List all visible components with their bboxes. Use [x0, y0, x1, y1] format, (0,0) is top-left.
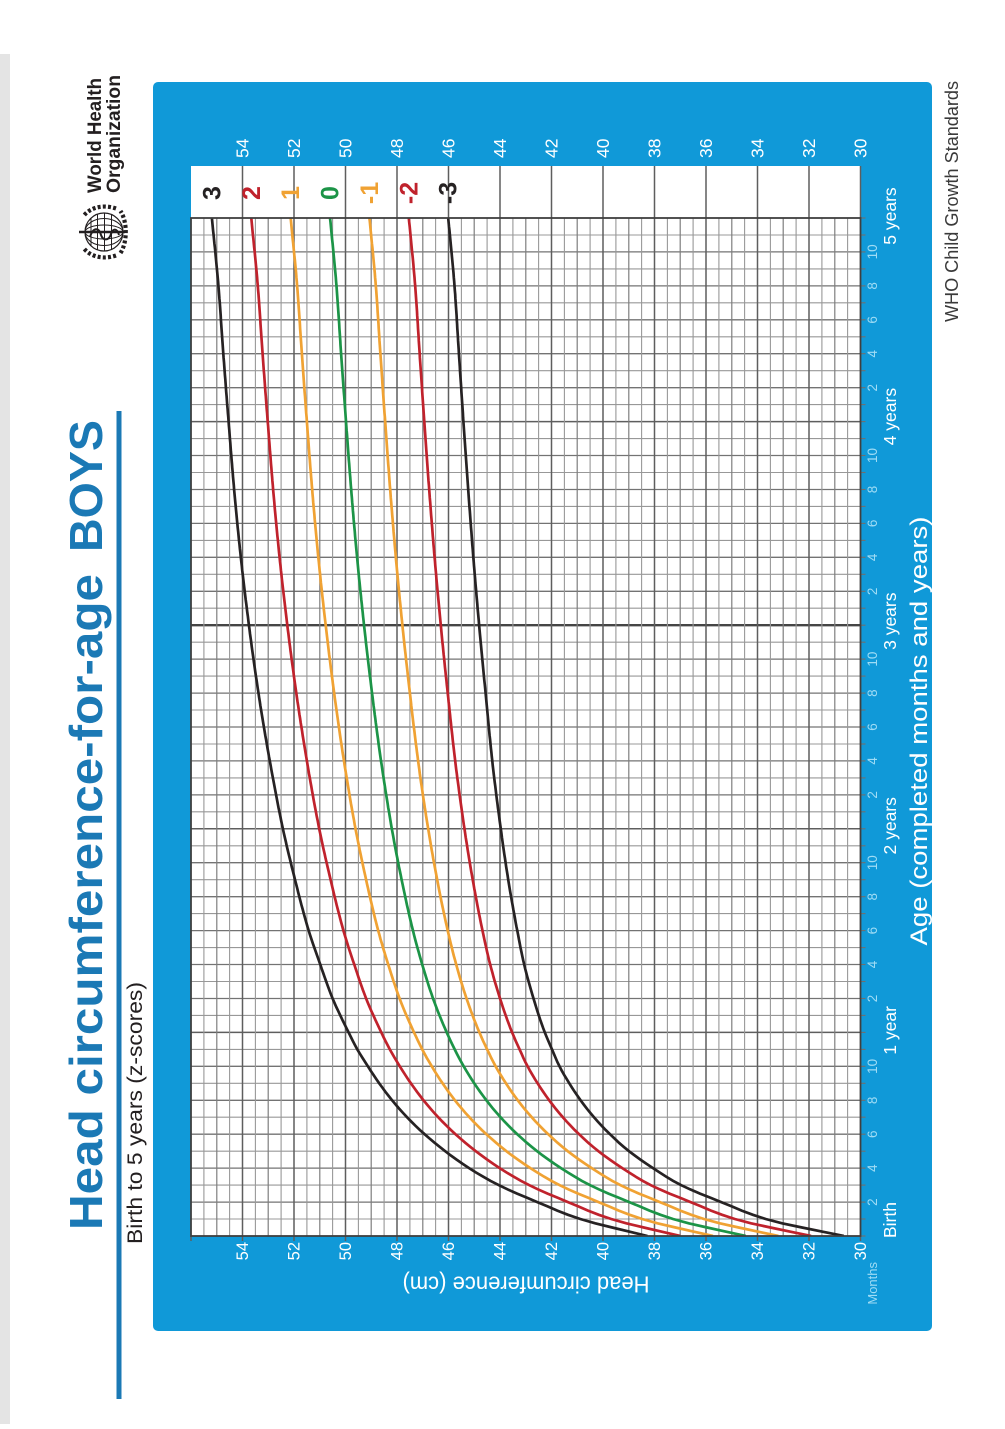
svg-text:44: 44	[490, 138, 510, 158]
svg-text:0: 0	[317, 186, 345, 200]
svg-text:10: 10	[865, 1059, 880, 1074]
svg-text:50: 50	[337, 1242, 355, 1260]
svg-text:8: 8	[865, 689, 880, 697]
svg-text:38: 38	[646, 1242, 664, 1260]
svg-text:1: 1	[277, 186, 305, 200]
svg-text:3: 3	[198, 186, 226, 200]
svg-text:-1: -1	[356, 182, 384, 204]
svg-text:52: 52	[286, 1242, 304, 1260]
svg-text:BOYS: BOYS	[60, 420, 112, 552]
svg-text:10: 10	[865, 855, 880, 870]
svg-text:34: 34	[748, 138, 768, 158]
svg-text:6: 6	[865, 723, 880, 731]
svg-text:10: 10	[865, 244, 880, 259]
svg-text:48: 48	[387, 139, 407, 158]
svg-text:52: 52	[284, 139, 304, 158]
svg-text:30: 30	[851, 138, 871, 158]
svg-text:Birth to 5 years (z-scores): Birth to 5 years (z-scores)	[124, 982, 147, 1244]
svg-text:34: 34	[749, 1242, 767, 1260]
svg-text:2: 2	[865, 995, 880, 1003]
svg-text:Head circumference-for-age: Head circumference-for-age	[60, 574, 112, 1230]
svg-text:10: 10	[865, 448, 880, 463]
svg-text:2: 2	[238, 186, 266, 200]
svg-text:38: 38	[645, 139, 665, 158]
svg-text:8: 8	[865, 282, 880, 290]
svg-text:32: 32	[799, 139, 819, 158]
svg-text:5 years: 5 years	[880, 187, 900, 245]
svg-text:8: 8	[865, 893, 880, 901]
svg-text:Head circumference (cm): Head circumference (cm)	[403, 1272, 650, 1298]
svg-text:Months: Months	[865, 1262, 880, 1305]
svg-text:4: 4	[865, 1164, 880, 1172]
svg-text:30: 30	[852, 1242, 870, 1260]
svg-text:4: 4	[865, 553, 880, 561]
svg-text:8: 8	[865, 486, 880, 494]
svg-text:2: 2	[865, 791, 880, 799]
svg-text:32: 32	[801, 1242, 819, 1260]
svg-text:44: 44	[492, 1242, 510, 1260]
svg-text:-2: -2	[395, 182, 423, 204]
svg-text:2 years: 2 years	[880, 797, 900, 855]
svg-text:WHO Child Growth Standards: WHO Child Growth Standards	[942, 81, 962, 322]
svg-text:10: 10	[865, 652, 880, 667]
svg-text:50: 50	[336, 138, 356, 158]
svg-text:1 year: 1 year	[880, 1006, 900, 1055]
svg-text:3 years: 3 years	[880, 592, 900, 650]
svg-text:Birth: Birth	[880, 1202, 900, 1238]
svg-text:4 years: 4 years	[880, 388, 900, 446]
svg-text:36: 36	[696, 139, 716, 158]
svg-text:4: 4	[865, 960, 880, 968]
svg-text:2: 2	[865, 1198, 880, 1206]
svg-text:2: 2	[865, 588, 880, 596]
svg-text:6: 6	[865, 520, 880, 528]
svg-text:48: 48	[389, 1242, 407, 1260]
svg-text:8: 8	[865, 1097, 880, 1105]
svg-text:42: 42	[542, 139, 562, 158]
svg-text:42: 42	[543, 1242, 561, 1260]
svg-text:54: 54	[234, 1242, 252, 1260]
svg-text:36: 36	[698, 1242, 716, 1260]
svg-text:4: 4	[865, 757, 880, 765]
svg-text:6: 6	[865, 316, 880, 324]
svg-text:40: 40	[593, 138, 613, 158]
svg-text:2: 2	[865, 384, 880, 392]
svg-text:46: 46	[439, 139, 459, 158]
svg-text:54: 54	[233, 138, 253, 158]
svg-text:6: 6	[865, 927, 880, 935]
svg-text:4: 4	[865, 349, 880, 357]
svg-text:6: 6	[865, 1130, 880, 1138]
svg-text:46: 46	[440, 1242, 458, 1260]
svg-text:Age (completed months and year: Age (completed months and years)	[906, 517, 933, 946]
svg-text:World Health: World Health	[85, 78, 106, 193]
svg-text:40: 40	[595, 1242, 613, 1260]
svg-text:Organization: Organization	[104, 75, 125, 193]
svg-text:-3: -3	[435, 182, 463, 204]
